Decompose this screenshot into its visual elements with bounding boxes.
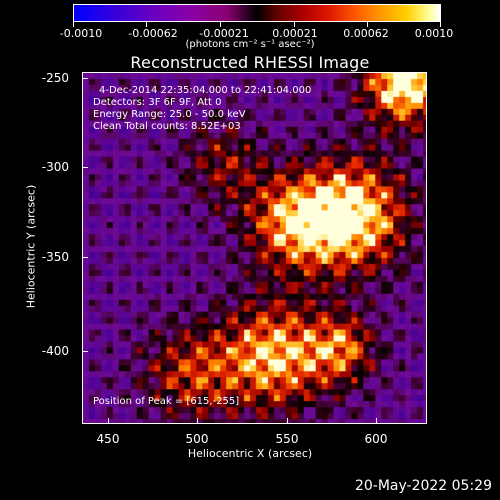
- x-axis-label: Heliocentric X (arcsec): [187, 447, 313, 460]
- colorbar-tick: [73, 22, 74, 27]
- x-axis-tick: [376, 418, 377, 424]
- y-tick-label: -350: [41, 250, 69, 264]
- rhessi-image-plot: 4-Dec-2014 22:35:04.000 to 22:41:04.000 …: [82, 72, 427, 424]
- colorbar-tick: [294, 22, 295, 27]
- x-tick-label: 550: [275, 432, 299, 446]
- colorbar-tick: [146, 22, 147, 27]
- x-tick-label: 450: [96, 432, 120, 446]
- x-axis-tick: [108, 418, 109, 424]
- energy-range-annotation: Energy Range: 25.0 - 50.0 keV: [93, 109, 246, 120]
- colorbar-gradient: [74, 5, 440, 21]
- colorbar-label: 0.00062: [343, 27, 389, 40]
- colorbar-tick: [220, 22, 221, 27]
- colorbar-label: -0.00021: [199, 27, 249, 40]
- image-title: Reconstructed RHESSI Image: [130, 53, 370, 72]
- x-axis-tick: [287, 418, 288, 424]
- x-tick-label: 500: [185, 432, 209, 446]
- y-axis-tick: [82, 351, 88, 352]
- colorbar: [73, 4, 441, 22]
- colorbar-tick: [440, 22, 441, 27]
- colorbar-label: -0.0010: [59, 27, 103, 40]
- y-tick-label: -400: [41, 344, 69, 358]
- detectors-annotation: Detectors: 3F 6F 9F, Att 0: [93, 97, 222, 108]
- heatmap-canvas: [83, 73, 426, 423]
- colorbar-label: 0.00021: [272, 27, 318, 40]
- y-axis-tick: [82, 167, 88, 168]
- colorbar-units: (photons cm⁻² s⁻¹ asec⁻²): [185, 39, 315, 50]
- x-axis-tick: [197, 418, 198, 424]
- colorbar-label: 0.0010: [414, 27, 454, 40]
- y-axis-tick: [82, 78, 88, 79]
- colorbar-tick: [367, 22, 368, 27]
- y-tick-label: -300: [41, 160, 69, 174]
- time-range-annotation: 4-Dec-2014 22:35:04.000 to 22:41:04.000: [99, 85, 312, 96]
- clean-counts-annotation: Clean Total counts: 8.52E+03: [93, 121, 241, 132]
- footer-date: 20-May-2022 05:29: [354, 478, 492, 494]
- x-tick-label: 600: [364, 432, 388, 446]
- colorbar-label: -0.00062: [128, 27, 178, 40]
- y-axis-label: Heliocentric Y (arcsec): [24, 184, 38, 309]
- y-tick-label: -250: [41, 71, 69, 85]
- peak-position-annotation: Position of Peak = [615,-255]: [93, 396, 240, 407]
- y-axis-tick: [82, 257, 88, 258]
